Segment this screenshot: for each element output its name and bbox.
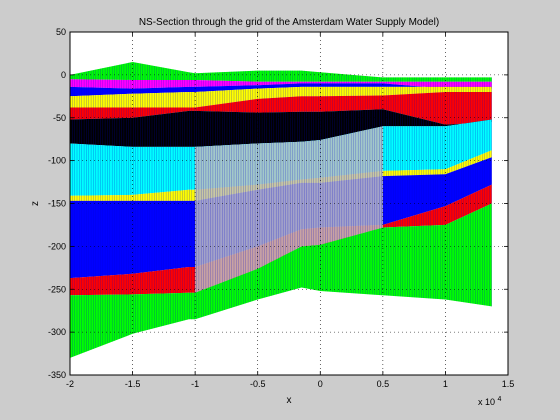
y-tick-label: -100 [48, 156, 66, 166]
y-tick-label: -200 [48, 241, 66, 251]
x-axis-exponent: x 10 4 [478, 396, 502, 407]
x-tick-label: 0 [318, 379, 323, 389]
chart-title: NS-Section through the grid of the Amste… [139, 17, 439, 28]
x-axis-label: x [287, 395, 292, 406]
y-tick-label: -300 [48, 327, 66, 337]
x-tick-label: 1 [443, 379, 448, 389]
y-axis-label: z [30, 201, 41, 206]
x-axis-exponent-power: 4 [498, 396, 502, 403]
x-tick-label: 0.5 [377, 379, 390, 389]
x-tick-label: -2 [66, 379, 74, 389]
y-tick-label: -250 [48, 284, 66, 294]
x-tick-label: -1.5 [125, 379, 141, 389]
column-lines [69, 62, 492, 358]
y-tick-label: 50 [56, 27, 66, 37]
y-tick-label: -150 [48, 199, 66, 209]
inactive-zone [195, 126, 383, 293]
x-axis-exponent-base: x 10 [478, 397, 495, 407]
x-tick-label: -0.5 [250, 379, 266, 389]
y-tick-label: -350 [48, 370, 66, 380]
x-tick-label: 1.5 [502, 379, 515, 389]
x-tick-label: -1 [191, 379, 199, 389]
y-tick-label: -50 [53, 113, 66, 123]
ticks: -2 -1.5 -1 -0.5 0 0.5 1 1.5 50 0 -50 -100 -150 -200 -2… [48, 27, 514, 389]
y-tick-label: 0 [61, 70, 66, 80]
